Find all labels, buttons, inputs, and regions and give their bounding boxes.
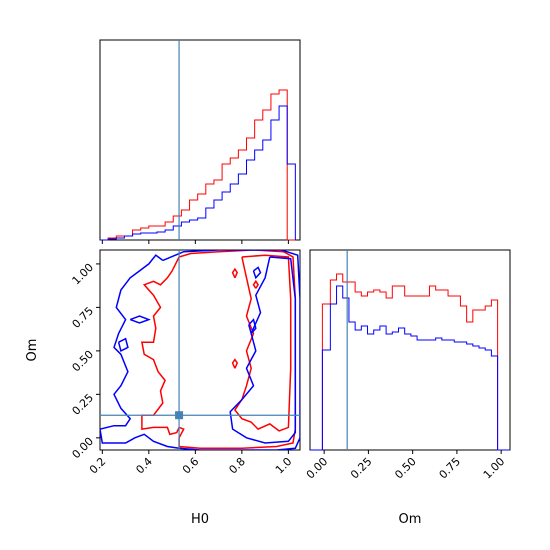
contour-H0-Om-ytick-label: 0.75 (70, 304, 97, 331)
contour-H0-Om-panel: 0.2 0.4 0.6 0.8 1.0 0.00 0.25 0.50 0.75 1.00 H0 O… (25, 249, 301, 527)
hist-H0-ticks (101, 240, 289, 244)
hist-Om-series (310, 250, 510, 451)
contour-H0-Om-ytick-label: 0.25 (70, 391, 97, 418)
contour-series_b-island-3 (248, 318, 257, 336)
hist-Om-series-1-step (310, 285, 510, 451)
hist-Om-xtick-label: 0.75 (437, 455, 464, 482)
hist-H0-series (100, 40, 296, 241)
hist-Om-xtick-label: 1.00 (481, 455, 508, 482)
contour-H0-Om-ytick-label: 1.00 (70, 261, 97, 288)
contour-series_b-island-1 (129, 315, 151, 324)
contour-series_a-inner-right (233, 254, 292, 432)
xlabel-Om: Om (399, 512, 422, 527)
contour-series (100, 250, 300, 450)
xlabel-H0: H0 (191, 512, 209, 527)
hist-H0-series-0-step (100, 89, 296, 241)
hist-H0-frame (99, 39, 301, 241)
contour-series_b-island-2 (117, 337, 129, 352)
hist-Om-panel: 0.00 0.25 0.50 0.75 1.00 Om (304, 249, 511, 527)
contour-H0-Om-ytick-label: 0.50 (70, 348, 97, 375)
hist-Om-series-0-step (310, 273, 510, 451)
contour-H0-Om-ytick-label: 0.00 (70, 435, 97, 462)
hist-Om-frame (309, 249, 511, 451)
contour-series_b-outer (100, 250, 300, 450)
contour-series_a-island-3 (231, 358, 239, 369)
contour-H0-Om-xtick-label: 1.0 (273, 455, 295, 477)
contour-series_b-inner-right (229, 256, 297, 444)
hist-H0-panel (99, 39, 301, 244)
hist-H0-series-1-step (100, 105, 296, 241)
truth-marker (175, 411, 184, 420)
contour-series_a-island-1 (231, 267, 239, 279)
contour-ticks: 0.2 0.4 0.6 0.8 1.0 0.00 0.25 0.50 0.75 1.00 (70, 261, 295, 477)
contour-series_a-island-2 (252, 279, 259, 289)
contour-H0-Om-xtick-label: 0.4 (133, 455, 155, 477)
contour-H0-Om-xtick-label: 0.8 (226, 455, 248, 477)
hist-Om-xtick-label: 0.00 (304, 455, 331, 482)
contour-series_b-island-4 (252, 266, 262, 280)
hist-Om-xtick-label: 0.25 (348, 455, 375, 482)
hist-Om-ticks: 0.00 0.25 0.50 0.75 1.00 (304, 450, 508, 482)
ylabel-Om: Om (25, 339, 40, 362)
contour-H0-Om-xtick-label: 0.2 (87, 455, 109, 477)
contour-H0-Om-xtick-label: 0.6 (180, 455, 202, 477)
contour-series_a-outer-left (140, 250, 297, 450)
hist-Om-xtick-label: 0.50 (392, 455, 419, 482)
